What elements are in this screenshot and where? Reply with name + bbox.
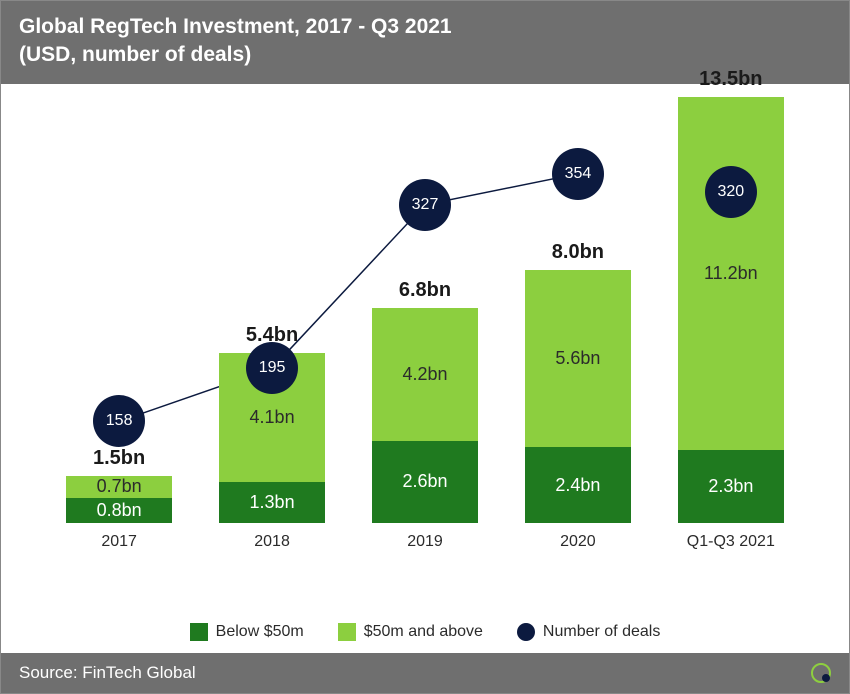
bar-segment-below: 2.3bn bbox=[678, 450, 784, 523]
legend-swatch-circle-icon bbox=[517, 623, 535, 641]
bar-segment-below: 1.3bn bbox=[219, 482, 325, 523]
legend-swatch-square-icon bbox=[338, 623, 356, 641]
legend-item: Below $50m bbox=[190, 623, 304, 641]
x-axis-label: 2018 bbox=[219, 533, 325, 551]
deals-marker: 320 bbox=[705, 166, 757, 218]
bar-segment-below: 0.8bn bbox=[66, 498, 172, 523]
bar-total-label: 13.5bn bbox=[678, 68, 784, 91]
legend-label: Below $50m bbox=[216, 623, 304, 641]
bar-segment-above: 0.7bn bbox=[66, 476, 172, 498]
x-axis-label: 2017 bbox=[66, 533, 172, 551]
bar-segment-above: 11.2bn bbox=[678, 97, 784, 451]
brand-logo-icon bbox=[811, 663, 831, 683]
bar-total-label: 6.8bn bbox=[372, 279, 478, 302]
chart-title-line1: Global RegTech Investment, 2017 - Q3 202… bbox=[19, 13, 831, 41]
deals-marker: 327 bbox=[399, 179, 451, 231]
legend-item: Number of deals bbox=[517, 623, 660, 641]
bar-segment-below: 2.6bn bbox=[372, 441, 478, 523]
bar-segment-above: 5.6bn bbox=[525, 270, 631, 447]
legend-item: $50m and above bbox=[338, 623, 483, 641]
plot-region: 0.8bn0.7bn1.5bn20171.3bn4.1bn5.4bn20182.… bbox=[19, 81, 831, 523]
deals-marker: 195 bbox=[246, 342, 298, 394]
x-axis-label: 2020 bbox=[525, 533, 631, 551]
bar-segment-above: 4.2bn bbox=[372, 308, 478, 441]
bar-total-label: 8.0bn bbox=[525, 241, 631, 264]
chart-area: 0.8bn0.7bn1.5bn20171.3bn4.1bn5.4bn20182.… bbox=[19, 81, 831, 583]
x-axis-label: Q1-Q3 2021 bbox=[678, 533, 784, 551]
bar-total-label: 1.5bn bbox=[66, 447, 172, 470]
x-axis-label: 2019 bbox=[372, 533, 478, 551]
legend-swatch-square-icon bbox=[190, 623, 208, 641]
legend-label: $50m and above bbox=[364, 623, 483, 641]
chart-frame: Global RegTech Investment, 2017 - Q3 202… bbox=[0, 0, 850, 694]
deals-marker: 354 bbox=[552, 148, 604, 200]
legend-label: Number of deals bbox=[543, 623, 660, 641]
source-text: Source: FinTech Global bbox=[19, 663, 196, 683]
chart-title-line2: (USD, number of deals) bbox=[19, 41, 831, 69]
chart-footer: Source: FinTech Global bbox=[1, 653, 849, 693]
bar-segment-below: 2.4bn bbox=[525, 447, 631, 523]
legend: Below $50m $50m and above Number of deals bbox=[1, 623, 849, 641]
deals-marker: 158 bbox=[93, 395, 145, 447]
